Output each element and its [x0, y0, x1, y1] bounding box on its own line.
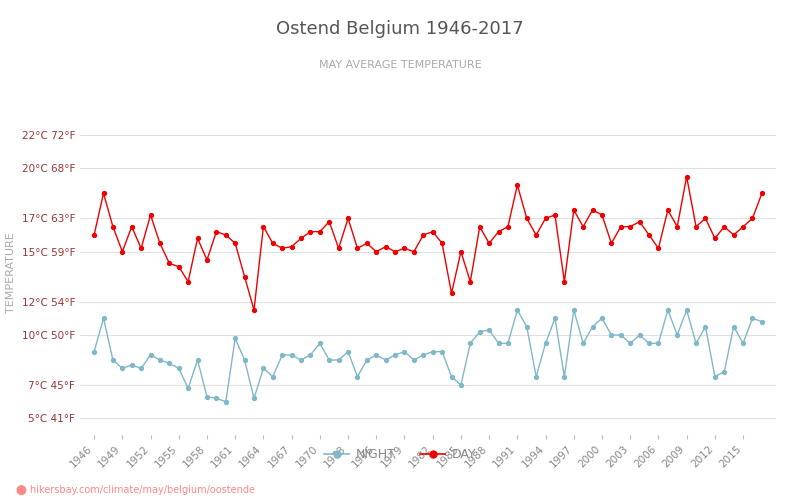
DAY	[90, 232, 99, 238]
NIGHT	[531, 374, 541, 380]
NIGHT	[475, 328, 485, 334]
Line: DAY: DAY	[92, 174, 764, 312]
DAY	[550, 212, 560, 218]
DAY	[522, 216, 531, 222]
DAY	[475, 224, 485, 230]
DAY	[682, 174, 691, 180]
Text: Ostend Belgium 1946-2017: Ostend Belgium 1946-2017	[276, 20, 524, 38]
NIGHT	[559, 374, 569, 380]
NIGHT	[513, 307, 522, 313]
DAY	[719, 224, 729, 230]
Legend: NIGHT, DAY: NIGHT, DAY	[319, 443, 481, 466]
NIGHT	[757, 318, 766, 324]
DAY	[250, 307, 259, 313]
Y-axis label: TEMPERATURE: TEMPERATURE	[6, 232, 16, 313]
DAY	[183, 278, 193, 284]
DAY	[757, 190, 766, 196]
NIGHT	[90, 348, 99, 354]
Line: NIGHT: NIGHT	[92, 308, 764, 404]
Text: ⬤ hikersbay.com/climate/may/belgium/oostende: ⬤ hikersbay.com/climate/may/belgium/oost…	[16, 485, 255, 495]
DAY	[325, 218, 334, 224]
NIGHT	[719, 368, 729, 374]
NIGHT	[325, 357, 334, 363]
NIGHT	[221, 398, 230, 404]
NIGHT	[183, 386, 193, 392]
Text: MAY AVERAGE TEMPERATURE: MAY AVERAGE TEMPERATURE	[318, 60, 482, 70]
